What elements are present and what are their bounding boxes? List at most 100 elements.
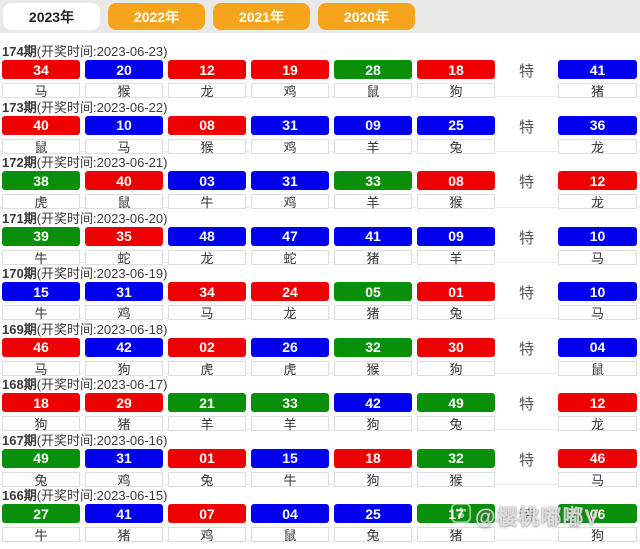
zodiac-label: 虎	[2, 194, 80, 210]
special-ball: 36	[558, 115, 637, 135]
lottery-ball: 15	[251, 448, 329, 468]
zodiac-label: 蛇	[85, 249, 163, 266]
special-marker: 特	[518, 507, 534, 524]
zodiac-label: 羊	[251, 416, 329, 432]
special-marker: 特	[518, 340, 534, 358]
lottery-ball: 20	[85, 60, 163, 79]
lottery-ball: 26	[251, 337, 329, 357]
zodiac-label: 狗	[334, 471, 412, 488]
special-zodiac-label: 猪	[558, 83, 637, 99]
zodiac-label: 兔	[2, 471, 80, 488]
zodiac-row: 虎鼠牛鸡羊猴 龙	[2, 192, 640, 210]
zodiac-label: 鼠	[2, 138, 80, 155]
draw-row: 169期(开奖时间:2023-06-18) 46 42 02 26 32 30 特 04 马狗虎虎…	[0, 319, 640, 377]
draw-row: 166期(开奖时间:2023-06-15) 27 41 07 04 25 17 特 06 牛猪鸡鼠…	[0, 485, 640, 543]
lottery-ball: 04	[251, 504, 329, 523]
lottery-ball: 34	[2, 60, 80, 79]
zodiac-label: 狗	[417, 360, 495, 377]
zodiac-spacer	[500, 139, 553, 154]
special-ball: 46	[558, 448, 637, 468]
special-marker: 特	[518, 396, 534, 413]
zodiac-row: 牛猪鸡鼠兔猪狗	[2, 525, 640, 543]
lottery-ball: 18	[417, 60, 495, 79]
lottery-ball: 09	[334, 115, 412, 135]
zodiac-spacer	[500, 194, 553, 209]
lottery-ball: 08	[168, 115, 246, 135]
zodiac-label: 猪	[85, 416, 163, 432]
zodiac-label: 鸡	[251, 83, 329, 99]
lottery-ball: 21	[168, 393, 246, 412]
balls-row: 18 29 21 33 42 49 特 12	[2, 393, 640, 414]
lottery-ball: 48	[168, 226, 246, 246]
draw-time-label: (开奖时间:2023-06-16)	[36, 432, 168, 448]
zodiac-label: 兔	[417, 138, 495, 155]
zodiac-label: 马	[85, 138, 163, 155]
zodiac-label: 龙	[168, 249, 246, 266]
lottery-ball: 34	[168, 282, 246, 301]
zodiac-label: 牛	[2, 249, 80, 266]
zodiac-label: 鸡	[85, 305, 163, 321]
lottery-ball: 15	[2, 282, 80, 301]
special-marker: 特	[518, 174, 534, 191]
zodiac-label: 狗	[2, 416, 80, 432]
special-ball: 10	[558, 226, 637, 246]
zodiac-label: 牛	[2, 305, 80, 321]
tab-year-2021[interactable]: 2021年	[213, 3, 310, 30]
lottery-ball: 18	[2, 393, 80, 412]
balls-row: 27 41 07 04 25 17 特 06	[2, 504, 640, 525]
tab-year-2020[interactable]: 2020年	[318, 3, 415, 30]
lottery-ball: 47	[251, 226, 329, 246]
special-zodiac-label: 马	[558, 471, 637, 488]
draw-header: 169期(开奖时间:2023-06-18)	[2, 322, 640, 338]
zodiac-spacer	[500, 361, 553, 376]
lottery-ball: 32	[334, 337, 412, 357]
draw-row: 174期(开奖时间:2023-06-23) 34 20 12 19 28 18 特 41 马猴龙鸡…	[0, 41, 640, 99]
lottery-ball: 28	[334, 60, 412, 79]
balls-row: 46 42 02 26 32 30 特 04	[2, 337, 640, 359]
lottery-ball: 07	[168, 504, 246, 523]
zodiac-label: 狗	[417, 83, 495, 99]
zodiac-row: 狗猪羊羊狗兔龙	[2, 414, 640, 432]
draw-row: 167期(开奖时间:2023-06-16) 49 31 01 15 18 32 特 46 兔鸡兔牛…	[0, 430, 640, 488]
draw-time-label: (开奖时间:2023-06-22)	[36, 99, 168, 115]
zodiac-row: 牛鸡马龙猪兔马	[2, 303, 640, 321]
tab-year-2023[interactable]: 2023年	[3, 3, 100, 30]
lottery-ball: 09	[417, 226, 495, 246]
issue-label: 166期	[2, 488, 37, 503]
zodiac-label: 马	[168, 305, 246, 321]
issue-label: 168期	[2, 377, 37, 392]
lottery-ball: 25	[417, 115, 495, 135]
zodiac-label: 虎	[251, 360, 329, 377]
zodiac-label: 猴	[85, 83, 163, 99]
zodiac-label: 猴	[417, 194, 495, 210]
lottery-ball: 02	[168, 337, 246, 357]
special-ball: 12	[558, 171, 637, 190]
lottery-ball: 40	[2, 115, 80, 135]
zodiac-label: 龙	[168, 83, 246, 99]
special-zodiac-label: 龙	[558, 416, 637, 432]
lottery-ball: 25	[334, 504, 412, 523]
zodiac-label: 猪	[85, 527, 163, 543]
lottery-ball: 12	[168, 60, 246, 79]
zodiac-label: 鸡	[251, 194, 329, 210]
lottery-ball: 41	[334, 226, 412, 246]
zodiac-label: 虎	[168, 360, 246, 377]
issue-label: 173期	[2, 99, 37, 115]
special-marker: 特	[518, 229, 534, 247]
special-marker: 特	[518, 451, 534, 469]
zodiac-label: 羊	[168, 416, 246, 432]
issue-label: 172期	[2, 155, 37, 170]
zodiac-label: 兔	[417, 416, 495, 432]
lottery-ball: 49	[2, 448, 80, 468]
tab-year-2022[interactable]: 2022年	[108, 3, 205, 30]
draw-time-label: (开奖时间:2023-06-15)	[36, 488, 168, 503]
draw-time-label: (开奖时间:2023-06-20)	[36, 210, 168, 226]
special-zodiac-label: 马	[558, 305, 637, 321]
lottery-ball: 49	[417, 393, 495, 412]
draw-header: 172期(开奖时间:2023-06-21)	[2, 155, 640, 171]
lottery-ball: 35	[85, 226, 163, 246]
issue-label: 169期	[2, 321, 37, 337]
lottery-ball: 33	[251, 393, 329, 412]
balls-row: 15 31 34 24 05 01 特 10	[2, 282, 640, 303]
special-zodiac-label: 龙	[558, 138, 637, 155]
